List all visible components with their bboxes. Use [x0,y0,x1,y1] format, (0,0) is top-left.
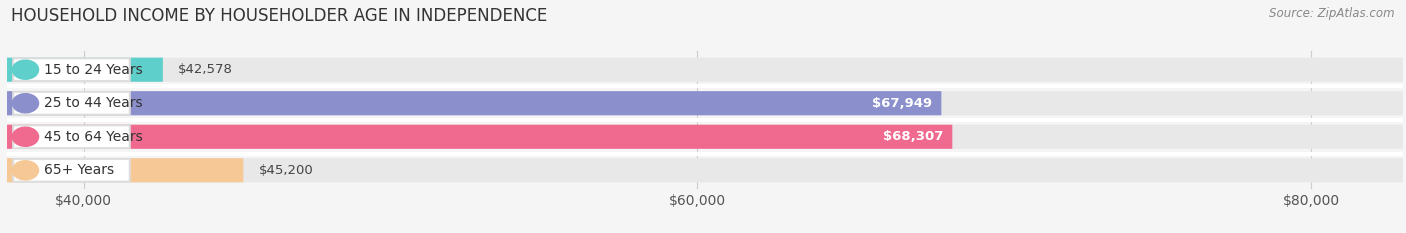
FancyBboxPatch shape [7,158,243,182]
Text: HOUSEHOLD INCOME BY HOUSEHOLDER AGE IN INDEPENDENCE: HOUSEHOLD INCOME BY HOUSEHOLDER AGE IN I… [11,7,547,25]
FancyBboxPatch shape [7,125,952,149]
Ellipse shape [11,160,39,181]
Text: 25 to 44 Years: 25 to 44 Years [44,96,142,110]
Text: 65+ Years: 65+ Years [44,163,114,177]
Text: 45 to 64 Years: 45 to 64 Years [44,130,142,144]
FancyBboxPatch shape [7,58,163,82]
FancyBboxPatch shape [13,92,129,115]
FancyBboxPatch shape [13,125,129,148]
FancyBboxPatch shape [13,58,129,81]
Text: $42,578: $42,578 [179,63,233,76]
FancyBboxPatch shape [7,91,1403,115]
Ellipse shape [11,127,39,147]
FancyBboxPatch shape [7,125,1403,149]
Text: $68,307: $68,307 [883,130,943,143]
Text: Source: ZipAtlas.com: Source: ZipAtlas.com [1270,7,1395,20]
FancyBboxPatch shape [7,58,1403,82]
FancyBboxPatch shape [7,91,942,115]
Text: 15 to 24 Years: 15 to 24 Years [44,63,142,77]
FancyBboxPatch shape [7,158,1403,182]
Ellipse shape [11,93,39,113]
Text: $45,200: $45,200 [259,164,314,177]
Text: $67,949: $67,949 [872,97,932,110]
FancyBboxPatch shape [13,159,129,182]
Ellipse shape [11,59,39,80]
